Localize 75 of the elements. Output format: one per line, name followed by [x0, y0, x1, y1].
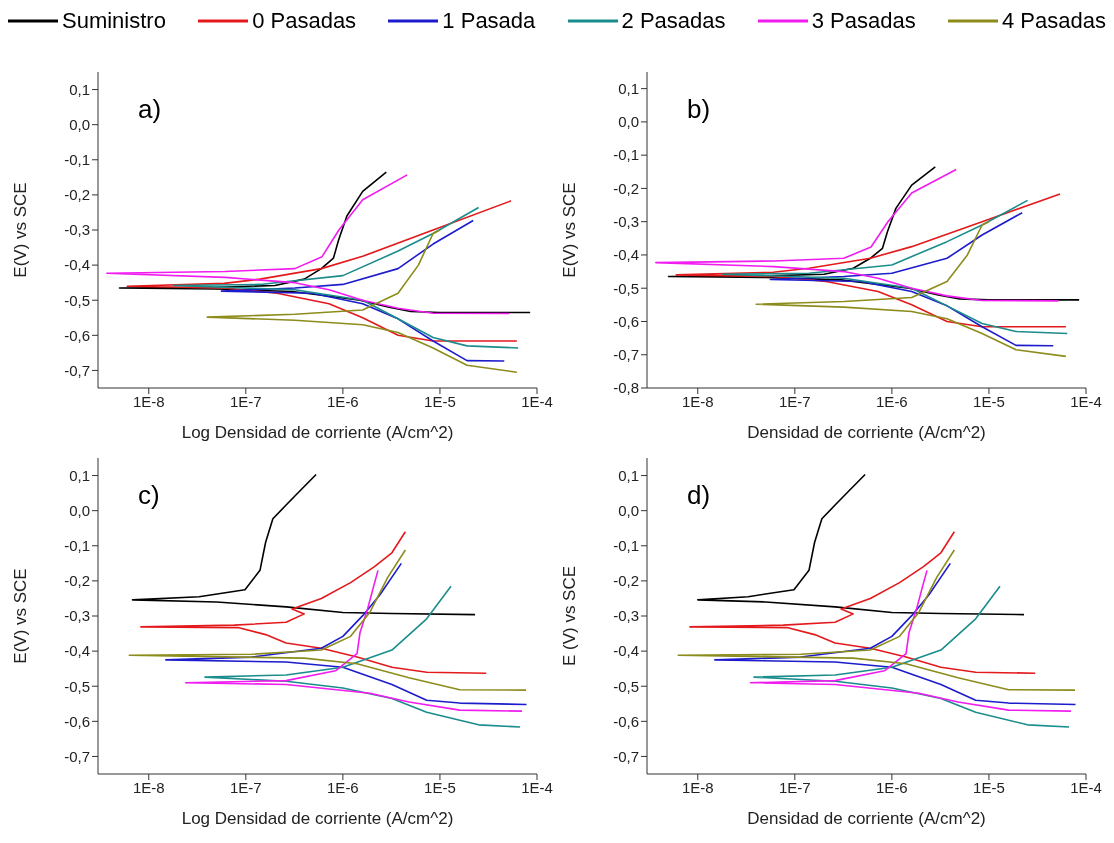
y-tick-label: -0,1 — [613, 537, 639, 555]
legend-label: 0 Pasadas — [252, 8, 357, 34]
y-tick-label: -0,4 — [613, 642, 639, 660]
y-tick-label: -0,4 — [64, 256, 90, 274]
y-tick-label: -0,2 — [613, 179, 639, 197]
x-axis-title: Log Densidad de corriente (A/cm^2) — [181, 423, 454, 442]
y-tick-label: 0,0 — [69, 115, 90, 133]
y-axis-title: E (V) vs SCE — [560, 565, 580, 667]
x-tick-label: 1E-7 — [229, 392, 262, 410]
y-tick-label: -0,7 — [64, 747, 90, 765]
y-tick-label: -0,6 — [613, 312, 639, 330]
y-tick-label: 0,1 — [69, 466, 90, 484]
x-axis-title: Densidad de corriente (A/cm^2) — [747, 809, 986, 828]
y-tick-label: -0,3 — [613, 607, 639, 625]
x-tick-label: 1E-5 — [973, 778, 1005, 796]
y-tick-label: 0,1 — [618, 79, 639, 97]
y-tick-label: -0,5 — [613, 677, 639, 695]
y-tick-label: -0,5 — [64, 677, 90, 695]
x-tick-label: 1E-5 — [424, 778, 456, 796]
legend-label: 4 Pasadas — [1001, 8, 1106, 34]
y-tick-label: -0,1 — [64, 537, 90, 555]
y-tick-label: -0,6 — [64, 712, 90, 730]
annotation: a) — [138, 94, 162, 125]
y-tick-label: -0,5 — [613, 279, 639, 297]
y-axis-title: E(V) vs SCE — [11, 568, 31, 664]
y-tick-label: -0,3 — [64, 607, 90, 625]
y-tick-label: 0,0 — [618, 501, 639, 519]
y-tick-label: -0,4 — [613, 246, 639, 264]
x-axis-title: Densidad de corriente (A/cm^2) — [747, 423, 986, 442]
y-tick-label: 0,0 — [618, 113, 639, 131]
y-tick-label: 0,1 — [69, 80, 90, 98]
y-tick-label: -0,8 — [613, 379, 639, 397]
legend-label: 2 Pasadas — [621, 8, 726, 34]
y-tick-label: -0,5 — [64, 291, 90, 309]
x-tick-label: 1E-6 — [876, 778, 908, 796]
x-tick-label: 1E-7 — [778, 778, 811, 796]
x-tick-label: 1E-6 — [327, 392, 359, 410]
x-tick-label: 1E-8 — [132, 392, 165, 410]
annotation: b) — [687, 94, 711, 125]
legend-label: Suministro — [62, 8, 166, 34]
x-tick-label: 1E-8 — [681, 778, 714, 796]
legend-label: 1 Pasada — [442, 8, 536, 34]
y-tick-label: -0,2 — [64, 572, 90, 590]
x-tick-label: 1E-8 — [132, 778, 165, 796]
y-axis-title: E(V) vs SCE — [560, 182, 580, 278]
y-tick-label: -0,1 — [613, 146, 639, 164]
x-tick-label: 1E-5 — [424, 392, 456, 410]
y-tick-label: -0,6 — [64, 326, 90, 344]
x-tick-label: 1E-7 — [229, 778, 262, 796]
legend-label: 3 Pasadas — [811, 8, 916, 34]
y-tick-label: -0,3 — [64, 221, 90, 239]
x-tick-label: 1E-8 — [681, 392, 714, 410]
x-tick-label: 1E-6 — [327, 778, 359, 796]
y-tick-label: -0,1 — [64, 151, 90, 169]
x-tick-label: 1E-4 — [1070, 392, 1102, 410]
x-tick-label: 1E-4 — [521, 392, 553, 410]
y-tick-label: -0,6 — [613, 712, 639, 730]
x-tick-label: 1E-4 — [521, 778, 553, 796]
y-tick-label: 0,0 — [69, 501, 90, 519]
y-tick-label: 0,1 — [618, 466, 639, 484]
annotation: c) — [138, 480, 160, 511]
x-axis-title: Log Densidad de corriente (A/cm^2) — [181, 809, 454, 828]
y-tick-label: -0,2 — [64, 186, 90, 204]
annotation: d) — [687, 480, 711, 511]
y-tick-label: -0,7 — [613, 346, 639, 364]
y-axis-title: E(V) vs SCE — [11, 182, 31, 278]
y-tick-label: -0,2 — [613, 572, 639, 590]
y-tick-label: -0,7 — [613, 747, 639, 765]
y-tick-label: -0,3 — [613, 213, 639, 231]
x-tick-label: 1E-5 — [973, 392, 1005, 410]
x-tick-label: 1E-6 — [876, 392, 908, 410]
y-tick-label: -0,7 — [64, 361, 90, 379]
x-tick-label: 1E-4 — [1070, 778, 1102, 796]
x-tick-label: 1E-7 — [778, 392, 811, 410]
y-tick-label: -0,4 — [64, 642, 90, 660]
